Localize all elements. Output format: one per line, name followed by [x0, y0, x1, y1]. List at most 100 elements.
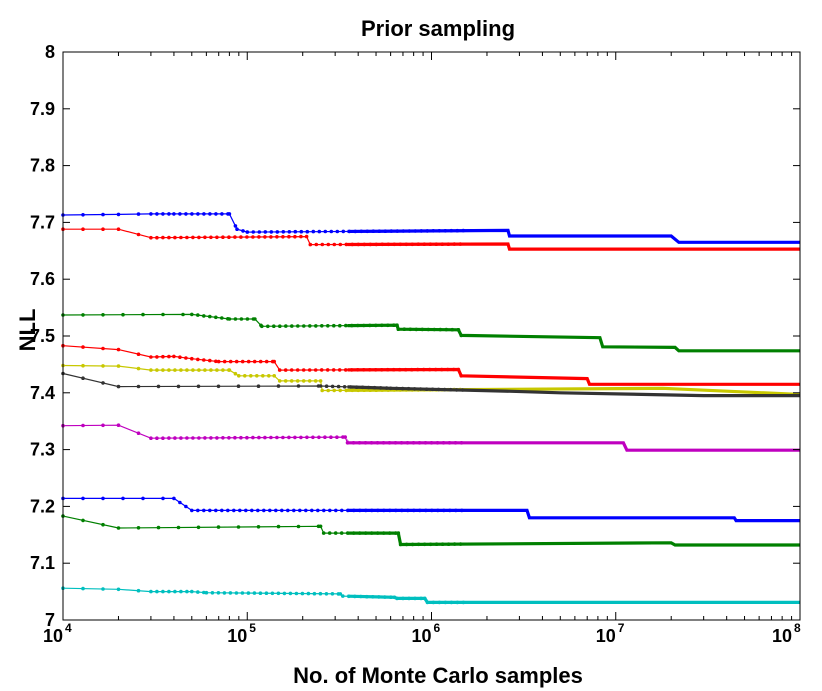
series-marker: [364, 508, 368, 513]
series-marker: [216, 525, 221, 529]
series-marker: [321, 531, 326, 535]
series-marker: [440, 242, 445, 246]
series-marker: [216, 359, 221, 364]
series-marker: [452, 542, 457, 546]
series-marker: [433, 367, 438, 372]
series-marker: [220, 508, 224, 513]
series-marker: [179, 589, 183, 594]
series-marker: [245, 230, 250, 234]
series-marker: [302, 324, 306, 328]
series-marker: [282, 591, 287, 596]
series-marker: [167, 354, 171, 359]
series-marker: [449, 228, 454, 233]
series-marker: [190, 356, 194, 361]
y-tick-label: 7.3: [30, 440, 55, 460]
series-marker: [238, 508, 242, 513]
x-tick-label-base: 10: [43, 626, 63, 646]
series-marker: [383, 229, 388, 233]
series-marker: [384, 386, 389, 390]
series-marker: [233, 235, 237, 239]
series-marker: [378, 386, 383, 390]
series-marker: [179, 235, 183, 240]
series-marker: [396, 531, 401, 535]
series-marker: [202, 314, 206, 318]
series-marker: [381, 441, 386, 445]
series-marker: [458, 242, 463, 246]
series-marker: [388, 508, 392, 513]
series-marker: [301, 379, 306, 383]
series-marker: [446, 542, 451, 546]
series-marker: [334, 508, 338, 513]
series-marker: [235, 227, 239, 231]
series-marker: [332, 323, 336, 328]
series-marker: [326, 324, 330, 328]
series-marker: [400, 386, 405, 391]
series-marker: [293, 234, 297, 239]
series-marker: [276, 384, 281, 388]
series-marker: [410, 242, 415, 247]
series-marker: [407, 596, 411, 601]
series-marker: [280, 508, 284, 513]
series-marker: [398, 242, 403, 247]
series-marker: [196, 590, 200, 594]
series-marker: [81, 363, 85, 368]
series-marker: [305, 435, 309, 440]
series-marker: [298, 508, 302, 513]
series-marker: [388, 386, 393, 391]
series-marker: [172, 496, 176, 501]
series-marker: [101, 423, 105, 428]
series-marker: [429, 441, 434, 445]
series-marker: [406, 508, 410, 513]
series-run-2-red-top: [61, 227, 800, 251]
series-marker: [81, 496, 85, 501]
series-marker: [335, 435, 339, 440]
series-marker: [232, 508, 236, 513]
series-marker: [155, 212, 159, 216]
series-marker: [338, 323, 342, 328]
series-marker: [262, 508, 266, 513]
series-marker: [343, 435, 348, 439]
series-marker: [381, 531, 386, 535]
series-marker: [101, 522, 105, 527]
series-marker: [434, 542, 439, 546]
series-marker: [161, 312, 165, 317]
series-marker: [344, 388, 349, 393]
series-marker: [276, 524, 281, 529]
series-marker: [208, 212, 212, 216]
series-marker: [272, 374, 277, 378]
series-marker: [161, 368, 165, 372]
series-marker: [266, 324, 270, 329]
series-marker: [377, 229, 382, 233]
series-marker: [190, 212, 194, 216]
series-marker: [417, 441, 422, 445]
series-marker: [430, 387, 435, 392]
series-marker: [367, 368, 372, 372]
series-marker: [459, 374, 464, 378]
series-marker: [136, 526, 141, 530]
series-marker: [167, 589, 171, 594]
series-marker: [239, 435, 243, 440]
series-marker: [452, 242, 457, 246]
series-marker: [101, 313, 105, 317]
series-marker: [396, 327, 401, 332]
series-run-8-blue-lower: [61, 496, 800, 523]
series-marker: [375, 441, 380, 445]
series-marker: [269, 230, 274, 234]
series-marker: [215, 235, 219, 240]
series-marker: [425, 600, 430, 605]
series-marker: [161, 354, 165, 359]
series-marker: [394, 386, 399, 391]
series-marker: [81, 345, 85, 349]
series-marker: [414, 327, 419, 332]
series-marker: [136, 431, 141, 436]
series-marker: [283, 368, 288, 372]
series-marker: [256, 384, 261, 389]
series-marker: [442, 508, 446, 513]
series-marker: [436, 387, 441, 392]
series-marker: [214, 212, 218, 216]
series-marker: [368, 242, 373, 247]
series-marker: [333, 531, 338, 535]
series-marker: [101, 364, 105, 368]
x-tick-label-exponent: 4: [65, 621, 72, 635]
series-marker: [284, 324, 288, 328]
